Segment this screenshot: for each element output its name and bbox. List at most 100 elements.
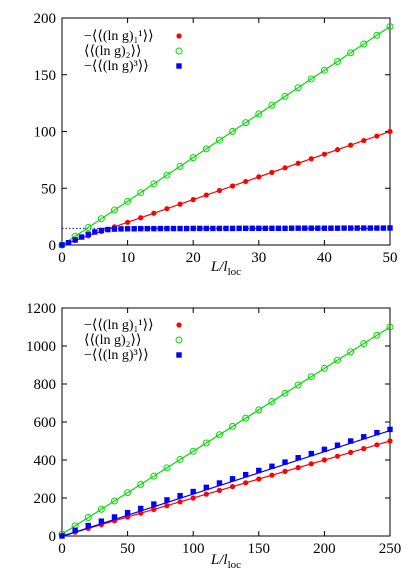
data-point: [177, 499, 183, 505]
data-point: [308, 450, 314, 457]
data-point: [308, 461, 314, 467]
data-point: [282, 225, 288, 232]
data-point: [150, 180, 158, 188]
series-fit-line: [61, 429, 391, 537]
data-point: [334, 57, 342, 65]
data-point: [78, 234, 85, 240]
data-point: [118, 226, 124, 232]
data-point: [189, 447, 197, 455]
data-point: [307, 75, 315, 83]
data-point: [59, 242, 65, 248]
y-tick-label: 800: [34, 377, 57, 393]
data-point: [97, 215, 105, 223]
data-point: [124, 197, 132, 205]
x-axis-label: L/lloc: [210, 259, 241, 278]
data-point: [176, 162, 184, 170]
legend-marker: [176, 33, 182, 39]
legend-label: ⟨⟨(ln g)₂⟩⟩: [84, 333, 141, 348]
data-point: [288, 225, 295, 231]
data-point: [281, 389, 289, 397]
data-point: [256, 225, 262, 232]
data-point: [373, 31, 381, 39]
data-point: [164, 225, 170, 232]
data-point: [105, 226, 111, 233]
data-point: [374, 442, 380, 448]
series-fit-line: [61, 440, 391, 537]
data-point: [229, 183, 236, 189]
data-point: [144, 225, 150, 232]
x-tick-label: 10: [120, 250, 135, 266]
data-point: [164, 497, 170, 503]
data-point: [302, 225, 308, 231]
data-point: [295, 225, 301, 231]
x-tick-label: 200: [313, 541, 336, 557]
data-point: [373, 331, 381, 339]
data-point: [328, 225, 334, 231]
legend-marker: [175, 336, 183, 344]
data-point: [216, 225, 223, 232]
data-point: [347, 348, 355, 356]
data-point: [387, 438, 393, 444]
data-point: [361, 434, 367, 440]
data-point: [216, 480, 223, 486]
data-point: [203, 192, 209, 198]
data-point: [210, 225, 216, 232]
data-point: [197, 225, 203, 232]
y-tick-label: 600: [34, 415, 57, 431]
data-point: [164, 503, 170, 509]
data-point: [150, 472, 158, 480]
data-point: [223, 225, 229, 232]
data-point: [229, 476, 236, 482]
data-point: [138, 225, 144, 232]
data-point: [387, 426, 393, 433]
data-point: [361, 225, 367, 231]
legend-marker: [176, 63, 182, 69]
data-point: [163, 171, 171, 179]
data-point: [374, 133, 380, 139]
data-point: [229, 127, 237, 135]
data-point: [347, 438, 354, 444]
data-point: [177, 225, 183, 232]
data-point: [157, 225, 164, 232]
data-point: [92, 229, 98, 235]
data-point: [183, 225, 190, 232]
data-point: [321, 225, 328, 231]
x-tick-label: 20: [186, 250, 201, 266]
data-point: [170, 225, 177, 232]
data-point: [361, 137, 367, 144]
series-fit-line: [61, 326, 391, 535]
data-point: [321, 446, 328, 453]
x-tick-label: 100: [182, 541, 205, 557]
data-point: [124, 489, 132, 497]
data-point: [202, 439, 210, 447]
data-point: [269, 463, 275, 469]
data-point: [229, 225, 236, 232]
data-point: [268, 398, 276, 406]
data-point: [334, 356, 342, 364]
legend-label: ⟨⟨(ln g)₂⟩⟩: [84, 44, 141, 59]
data-point: [59, 533, 65, 539]
data-point: [190, 495, 196, 501]
data-point: [341, 225, 347, 231]
data-point: [315, 225, 321, 231]
y-tick-label: 0: [49, 238, 57, 254]
data-point: [255, 110, 263, 118]
data-point: [137, 480, 145, 488]
data-point: [320, 364, 328, 372]
data-point: [386, 323, 394, 331]
data-point: [321, 457, 327, 463]
data-point: [72, 237, 78, 243]
data-point: [347, 49, 355, 57]
data-point: [367, 225, 374, 231]
data-point: [84, 514, 92, 522]
data-point: [98, 227, 105, 234]
data-point: [111, 226, 118, 232]
y-tick-label: 1200: [26, 301, 56, 317]
data-point: [387, 225, 393, 231]
data-point: [164, 206, 170, 212]
legend-label: −⟨⟨(ln g)³⟩⟩: [84, 59, 149, 74]
y-tick-label: 100: [34, 125, 57, 141]
legend-marker: [176, 352, 182, 358]
data-point: [282, 459, 288, 465]
